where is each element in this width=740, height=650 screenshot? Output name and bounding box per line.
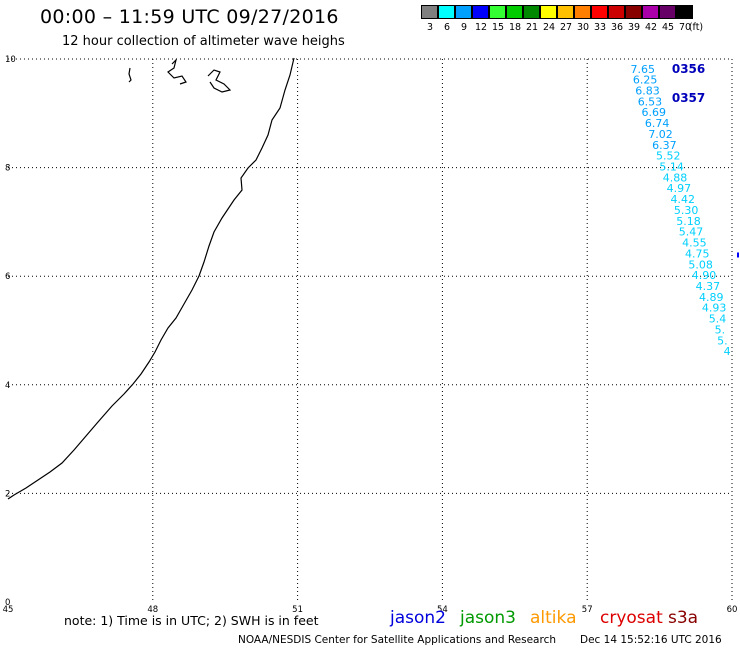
legend-label-42: 42: [644, 22, 658, 33]
wave-height-value: 6.53: [638, 95, 663, 108]
wave-height-value: 4: [724, 345, 731, 358]
y-tick-label: 6: [5, 272, 10, 282]
wave-height-value: 4.97: [667, 182, 692, 195]
island-outline: [167, 58, 187, 85]
legend-label-6: 6: [443, 22, 451, 33]
wave-height-value: 5.08: [688, 258, 713, 271]
coastline: [7, 57, 295, 500]
wave-height-value: 5.4: [709, 313, 727, 326]
wave-height-value: 5.52: [656, 150, 681, 163]
legend-unit: (ft): [688, 22, 704, 33]
x-tick-label: 57: [582, 605, 593, 615]
legend-label-70: 70: [678, 22, 692, 33]
legend-swatch-6: [438, 5, 455, 19]
legend-label-3: 3: [426, 22, 434, 33]
legend-swatch-27: [557, 5, 574, 19]
y-tick-label: 8: [5, 164, 10, 174]
legend-swatch-3: [421, 5, 438, 19]
x-tick-label: 45: [3, 605, 14, 615]
legend-swatch-12: [472, 5, 489, 19]
legend-label-33: 33: [593, 22, 607, 33]
y-tick-label: 4: [5, 381, 10, 391]
y-tick-label: 0: [5, 598, 10, 608]
wave-height-value: 5.: [717, 334, 728, 347]
legend-swatch-42: [642, 5, 659, 19]
x-tick-label: 48: [147, 605, 158, 615]
axis-ticks: 45 48 51 54 57 60 0 2 4 6 8 10: [3, 55, 738, 615]
coastline-path: [7, 57, 295, 500]
wave-height-value: 6.37: [652, 139, 677, 152]
credit-line: NOAA/NESDIS Center for Satellite Applica…: [238, 634, 556, 646]
wave-height-value: 6.83: [635, 84, 660, 97]
units-note: note: 1) Time is in UTC; 2) SWH is in fe…: [64, 613, 319, 628]
wave-height-value: 5.: [715, 323, 726, 336]
y-tick-label: 10: [5, 55, 16, 65]
wave-height-value: 6.74: [645, 117, 670, 130]
wave-height-value: 4.93: [702, 302, 727, 315]
legend-swatch-18: [506, 5, 523, 19]
legend-label-39: 39: [627, 22, 641, 33]
legend-swatch-33: [591, 5, 608, 19]
wave-height-value: 7.02: [648, 128, 673, 141]
legend-swatch-30: [574, 5, 591, 19]
map-title: 00:00 – 11:59 UTC 09/27/2016: [40, 6, 339, 28]
legend-swatch-45: [659, 5, 676, 19]
legend-label-24: 24: [542, 22, 556, 33]
wave-height-value: 6.25: [633, 74, 658, 87]
legend-label-30: 30: [576, 22, 590, 33]
legend-swatch-15: [489, 5, 506, 19]
track-marker: [737, 252, 739, 258]
wave-height-value: 4.55: [682, 237, 707, 250]
wave-height-value: 4.42: [671, 193, 696, 206]
wave-height-value: 5.14: [659, 161, 684, 174]
legend-label-21: 21: [525, 22, 539, 33]
x-tick-label: 60: [727, 605, 738, 615]
satellite-jason3: jason3: [460, 608, 516, 628]
wave-height-value: 5.47: [679, 226, 704, 239]
y-tick-label: 2: [5, 489, 10, 499]
legend-label-12: 12: [474, 22, 488, 33]
wave-height-value: 4.37: [696, 280, 721, 293]
satellite-cryosat: cryosat: [600, 608, 663, 628]
legend-swatch-36: [608, 5, 625, 19]
wave-height-value: 5.18: [676, 215, 701, 228]
legend-label-9: 9: [460, 22, 468, 33]
legend-swatch-21: [523, 5, 540, 19]
satellite-altika: altika: [530, 608, 577, 628]
legend-label-36: 36: [610, 22, 624, 33]
wave-height-value: 4.89: [699, 291, 724, 304]
legend-swatch-39: [625, 5, 642, 19]
wave-height-value: 6.69: [642, 106, 667, 119]
legend-label-45: 45: [661, 22, 675, 33]
legend-label-27: 27: [559, 22, 573, 33]
island-outline: [207, 69, 232, 93]
wave-height-value: 5.30: [674, 204, 699, 217]
island-outline: [128, 67, 132, 83]
wave-height-value: 4.90: [692, 269, 717, 282]
generated-timestamp: Dec 14 15:52:16 UTC 2016: [580, 634, 722, 646]
x-tick-label: 54: [437, 605, 448, 615]
map-subtitle: 12 hour collection of altimeter wave hei…: [62, 34, 345, 49]
map-grid: [8, 58, 733, 602]
pass-id-label: 0356: [672, 62, 705, 76]
legend-label-18: 18: [508, 22, 522, 33]
satellite-s3a: s3a: [668, 608, 699, 628]
pass-id-label: 0357: [672, 91, 705, 105]
wave-height-value: 4.75: [685, 247, 710, 260]
altimeter-track: 7.656.256.836.536.696.747.026.375.525.14…: [630, 62, 739, 358]
legend-swatch-24: [540, 5, 557, 19]
wave-height-value: 4.88: [663, 171, 688, 184]
legend-label-15: 15: [491, 22, 505, 33]
legend-swatch-70: [676, 5, 693, 19]
satellite-jason2: jason2: [390, 608, 446, 628]
x-tick-label: 51: [292, 605, 303, 615]
wave-height-value: 7.65: [630, 63, 655, 76]
legend-swatch-9: [455, 5, 472, 19]
